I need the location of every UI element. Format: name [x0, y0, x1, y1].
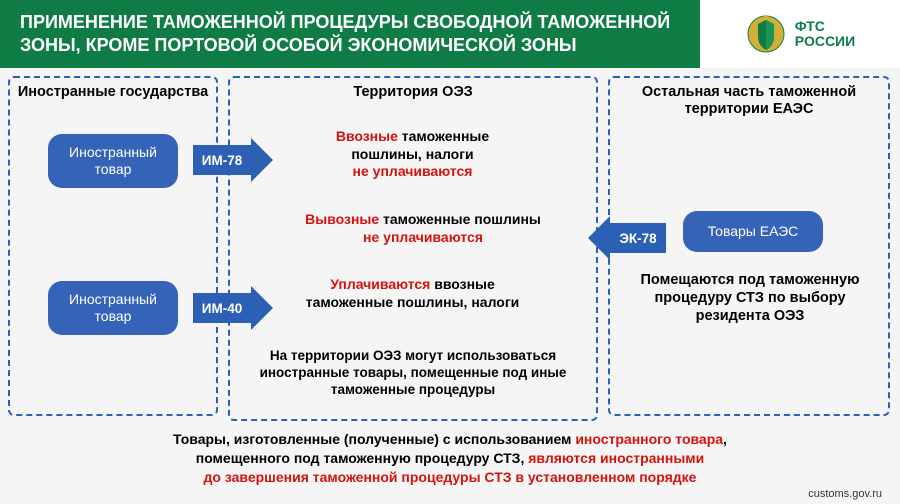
text-import-duties: Ввозные таможенные пошлины, налоги не уп…: [300, 128, 525, 181]
logo-line2: РОССИИ: [795, 34, 855, 49]
arrow-im40-label: ИМ-40: [193, 293, 251, 323]
logo-line1: ФТС: [795, 19, 855, 34]
col3-header: Остальная часть таможенной территории ЕА…: [610, 78, 888, 125]
text-stz-procedure: Помещаются под таможенную процедуру СТЗ …: [623, 271, 877, 325]
arrow-im78-label: ИМ-78: [193, 145, 251, 175]
diagram-area: Иностранные государства Территория ОЭЗ О…: [8, 76, 892, 426]
arrow-ek78: ЭК-78: [588, 216, 666, 260]
text-oez-usage: На территории ОЭЗ могут использоваться и…: [248, 348, 578, 399]
arrow-im78: ИМ-78: [193, 138, 273, 182]
arrow-ek78-label: ЭК-78: [610, 223, 666, 253]
pill-foreign-good-1: Иностранный товар: [48, 134, 178, 188]
text-paid-duties: Уплачиваются ввозные таможенные пошлины,…: [300, 276, 525, 311]
pill-eaes-goods: Товары ЕАЭС: [683, 211, 823, 252]
col2-header: Территория ОЭЗ: [230, 78, 596, 107]
header-bar: ПРИМЕНЕНИЕ ТАМОЖЕННОЙ ПРОЦЕДУРЫ СВОБОДНО…: [0, 0, 900, 68]
text-export-duties: Вывозные таможенные пошлины не уплачиваю…: [268, 211, 578, 246]
footer-note: Товары, изготовленные (полученные) с исп…: [10, 426, 890, 487]
fts-emblem-icon: [745, 13, 787, 55]
column-foreign-states: Иностранные государства: [8, 76, 218, 416]
col1-header: Иностранные государства: [10, 78, 216, 107]
pill-foreign-good-2: Иностранный товар: [48, 281, 178, 335]
arrow-head-icon: [588, 216, 610, 260]
header-title: ПРИМЕНЕНИЕ ТАМОЖЕННОЙ ПРОЦЕДУРЫ СВОБОДНО…: [0, 0, 700, 68]
arrow-head-icon: [251, 286, 273, 330]
header-logo: ФТС РОССИИ: [700, 0, 900, 68]
arrow-head-icon: [251, 138, 273, 182]
arrow-im40: ИМ-40: [193, 286, 273, 330]
logo-text: ФТС РОССИИ: [795, 19, 855, 50]
source-url: customs.gov.ru: [808, 488, 882, 500]
